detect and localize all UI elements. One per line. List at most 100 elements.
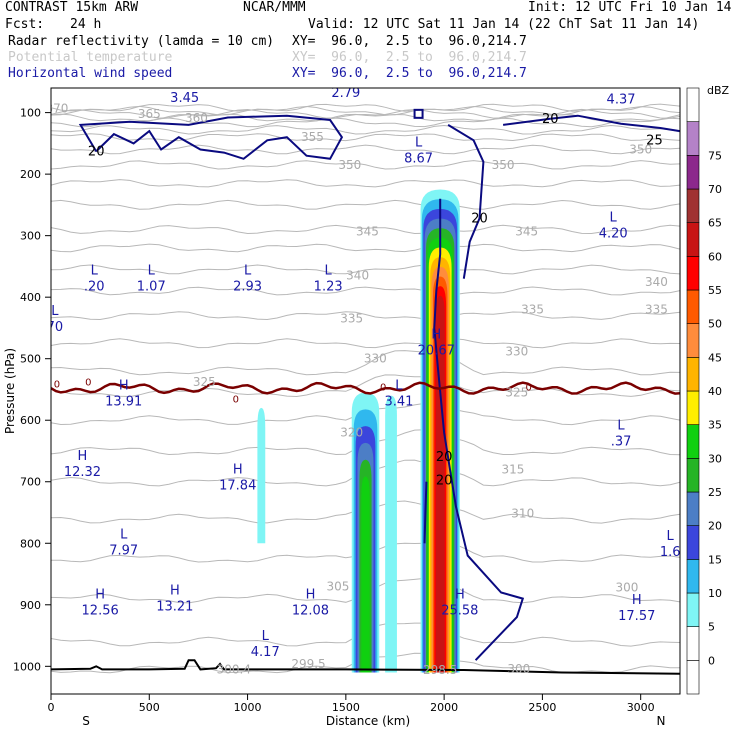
y-tick-label: 500 <box>20 353 41 366</box>
extremum-value: 2.79 <box>331 86 360 101</box>
theta-label: 340 <box>346 269 369 283</box>
extremum-type: L <box>91 263 99 278</box>
colorbar-level-label: 75 <box>708 149 722 162</box>
theta-label: 370 <box>45 101 68 115</box>
theta-label: 365 <box>138 107 161 121</box>
wind-contour <box>433 198 525 661</box>
x-axis-south-label: S <box>82 714 90 728</box>
extremum-type: H <box>119 378 129 393</box>
colorbar-level-label: 20 <box>708 520 722 533</box>
extremum-type: H <box>431 327 441 342</box>
extremum-value: 1.6 <box>660 545 681 560</box>
theta-contour <box>51 160 680 170</box>
wind-contour <box>423 481 428 544</box>
theta-label: 325 <box>193 375 216 389</box>
extremum-type: H <box>632 593 642 608</box>
extremum-value: 13.21 <box>156 599 193 614</box>
extremum-value: 2.93 <box>233 279 262 294</box>
radar-cell-0-level-2 <box>257 407 266 544</box>
colorbar-level-label: 50 <box>708 318 722 331</box>
valid-time: Valid: 12 UTC Sat 11 Jan 14 (22 ChT Sat … <box>308 17 700 32</box>
extremum-type: H <box>78 449 88 464</box>
theta-label: 305 <box>327 579 350 593</box>
theta-label: 300 <box>615 581 638 595</box>
colorbar-level-label: 0 <box>708 654 715 667</box>
contour-labels: 355 350 350 350 345 345 340 340 335 335 335 330 330 3… <box>45 75 681 677</box>
x-tick-label: 2500 <box>528 701 556 714</box>
colorbar-level-label: 30 <box>708 452 722 465</box>
x-axis-north-label: N <box>657 714 666 728</box>
extremum-value: 4.37 <box>607 92 636 107</box>
field-reflectivity-name: Radar reflectivity (lamda = 10 cm) <box>8 34 275 49</box>
theta-contour <box>51 108 680 119</box>
theta-contour <box>51 350 680 376</box>
extremum-type: L <box>120 527 128 542</box>
extremum-type: L <box>181 75 189 90</box>
colorbar-swatch <box>686 87 700 122</box>
y-tick-label: 400 <box>20 291 41 304</box>
theta-contour <box>51 264 680 275</box>
theta-contour <box>51 117 680 128</box>
colorbar-level-label: 35 <box>708 419 722 432</box>
wind-speed-label: 20 <box>436 474 453 489</box>
extremum-value: 7.97 <box>109 543 138 558</box>
init-time: Init: 12 UTC Fri 10 Jan 14 <box>528 0 732 15</box>
extremum-type: L <box>244 263 252 278</box>
wind-contour <box>447 124 485 279</box>
theta-label: 350 <box>338 158 361 172</box>
extremum-value: 17.57 <box>618 609 655 624</box>
extremum-type: L <box>415 135 423 150</box>
wind-speed-label: 25 <box>646 133 663 148</box>
field-theta-xy: XY= 96.0, 2.5 to 96.0,214.7 <box>292 50 527 65</box>
theta-label: 340 <box>645 275 668 289</box>
extremum-type: L <box>617 418 625 433</box>
extremum-value: 13.91 <box>105 394 142 409</box>
x-tick-label: 1500 <box>332 701 360 714</box>
field-wind-xy: XY= 96.0, 2.5 to 96.0,214.7 <box>292 66 527 81</box>
extremum-value: .37 <box>611 434 632 449</box>
extremum-type: L <box>148 263 156 278</box>
freezing-level-label: 0 <box>380 382 386 393</box>
colorbar-swatch <box>686 592 700 627</box>
colorbar-level-label: 45 <box>708 351 722 364</box>
extremum-type: L <box>395 378 403 393</box>
x-tick-label: 500 <box>139 701 160 714</box>
extremum-value: 70 <box>47 320 64 335</box>
theta-contour <box>51 103 680 112</box>
theta-label: 350 <box>629 143 652 157</box>
y-axis-title: Pressure (hPa) <box>3 348 17 434</box>
terrain-line <box>51 659 680 675</box>
extremum-value: 12.56 <box>82 604 119 619</box>
colorbar-level-label: 65 <box>708 217 722 230</box>
theta-label: 310 <box>511 507 534 521</box>
theta-contour <box>51 199 680 210</box>
x-tick-label: 1000 <box>234 701 262 714</box>
theta-contour <box>51 124 680 135</box>
extremum-value: 4.17 <box>251 645 280 660</box>
theta-label: 335 <box>645 302 668 316</box>
theta-contour <box>51 338 680 349</box>
forecast-label: Fcst: <box>5 17 45 32</box>
terrain-profile <box>51 659 680 675</box>
wind-speed-label: 20 <box>471 211 488 226</box>
colorbar-swatch <box>686 289 700 324</box>
y-tick-label: 1000 <box>13 660 41 673</box>
freezing-level-contour <box>51 381 680 395</box>
field-reflectivity-xy: XY= 96.0, 2.5 to 96.0,214.7 <box>292 34 527 49</box>
field-wind-name: Horizontal wind speed <box>8 66 173 81</box>
freezing-level-label: 0 <box>85 377 91 388</box>
colorbar-level-label: 10 <box>708 587 722 600</box>
colorbar-swatch <box>686 323 700 358</box>
theta-label: 355 <box>301 130 324 144</box>
colorbar-level-label: 70 <box>708 183 722 196</box>
extremum-type: L <box>610 211 618 226</box>
x-tick-label: 2000 <box>430 701 458 714</box>
colorbar-swatch <box>686 559 700 594</box>
extremum-type: L <box>617 76 625 91</box>
y-tick-label: 900 <box>20 599 41 612</box>
extremum-type: L <box>325 263 333 278</box>
wind-speed-label: 20 <box>542 112 559 127</box>
freezing-level-label: 0 <box>233 395 239 406</box>
radar-reflectivity-shading <box>257 189 460 673</box>
wind-contour <box>502 117 551 126</box>
